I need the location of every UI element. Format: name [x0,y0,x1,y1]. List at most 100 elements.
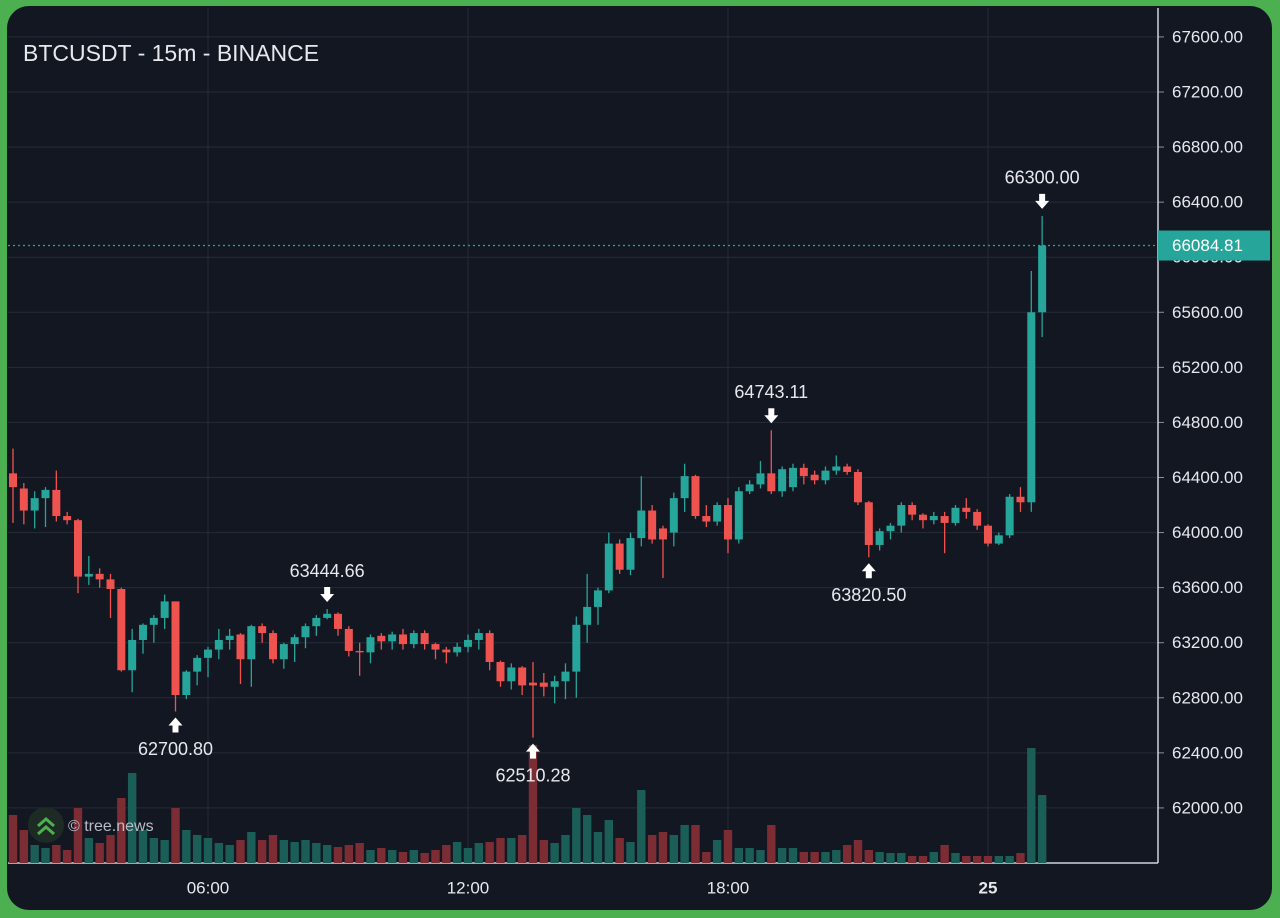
candle-body [160,601,169,618]
candle-body [810,474,819,481]
candle-body [214,639,223,650]
logo [28,807,64,843]
candle-body [799,467,808,477]
volume-bar [897,853,906,863]
candle-body [669,498,678,533]
candle-body [149,617,158,625]
volume-bar [431,850,440,863]
candle-body [73,520,82,577]
candle-body [52,489,61,517]
candle-body [940,516,949,523]
volume-bar [387,850,397,863]
y-tick-label: 63200.00 [1172,633,1243,652]
volume-bar [669,835,679,863]
last-price-label: 66084.81 [1172,236,1243,255]
candle-body [19,488,28,511]
candle-body [962,507,971,512]
volume-bar [507,838,516,863]
volume-bar [203,838,213,863]
volume-bar [355,843,364,863]
candle-body [453,646,462,653]
y-tick-label: 64400.00 [1172,468,1243,487]
volume-bar [117,798,126,863]
candle-body [756,473,765,485]
candle-body [572,624,581,672]
volume-bar [821,852,830,863]
candle-body [778,469,787,492]
volume-bar [247,832,256,863]
volume-bar [214,843,224,863]
candle-body [258,626,267,634]
volume-bar [886,853,895,863]
volume-bar [929,852,939,863]
low-label: 62510.28 [495,765,570,785]
candle-body [225,635,234,640]
volume-bar [301,840,310,863]
y-tick-label: 62800.00 [1172,688,1243,707]
volume-bar [972,856,982,863]
volume-bar [994,856,1004,863]
candle-body [171,601,180,696]
candle-body [409,633,418,645]
volume-bar [767,825,776,863]
candle-body [518,667,527,686]
volume-bar [73,808,83,863]
candle-body [853,471,862,503]
volume-bar [637,790,646,863]
low-label: 62700.80 [138,739,213,759]
volume-bar [658,832,668,863]
volume-bar [842,845,852,863]
candle-body [583,606,592,625]
candle-body [897,505,906,526]
y-tick-label: 64800.00 [1172,413,1243,432]
candle-body [713,505,722,522]
candle-body [236,634,245,660]
candle-body [301,626,310,638]
candle-body [474,633,483,640]
candle-body [875,531,884,545]
candle-body [983,525,992,544]
candle-body [106,579,115,590]
volume-bar [62,850,72,863]
candle-body [637,510,646,539]
volume-bar [30,845,39,863]
candle-body [442,649,451,653]
volume-bar [257,840,267,863]
volume-bar [127,773,137,863]
volume-bar [756,850,765,863]
volume-layer [8,745,1047,863]
candle-body [41,489,50,499]
candle-body [507,667,516,682]
candle-body [886,525,895,532]
volume-bar [1037,795,1047,863]
volume-bar [1005,856,1014,863]
watermark-text: © tree.news [68,818,154,835]
volume-bar [333,847,343,863]
candle-body [539,682,548,687]
volume-bar [940,845,949,863]
volume-bar [528,745,538,863]
candle-body [550,681,559,687]
candle-body [615,543,624,570]
candle-body [463,639,472,647]
volume-bar [95,843,104,863]
candle-layer [9,215,1047,738]
volume-bar [344,845,354,863]
candle-body [973,511,982,526]
candle-body [561,671,570,682]
candle-body [398,634,407,645]
candle-body [1038,245,1047,313]
volume-bar [593,832,603,863]
candle-body [788,467,797,488]
candle-body [117,589,126,671]
volume-bar [853,840,863,863]
volume-bar [160,840,169,863]
candle-body [929,516,938,521]
high-label: 66300.00 [1005,168,1080,188]
logo-chevrons [37,817,55,836]
volume-bar [517,835,527,863]
x-tick-label: 06:00 [187,878,230,897]
volume-bar [366,850,375,863]
volume-bar [106,835,115,863]
